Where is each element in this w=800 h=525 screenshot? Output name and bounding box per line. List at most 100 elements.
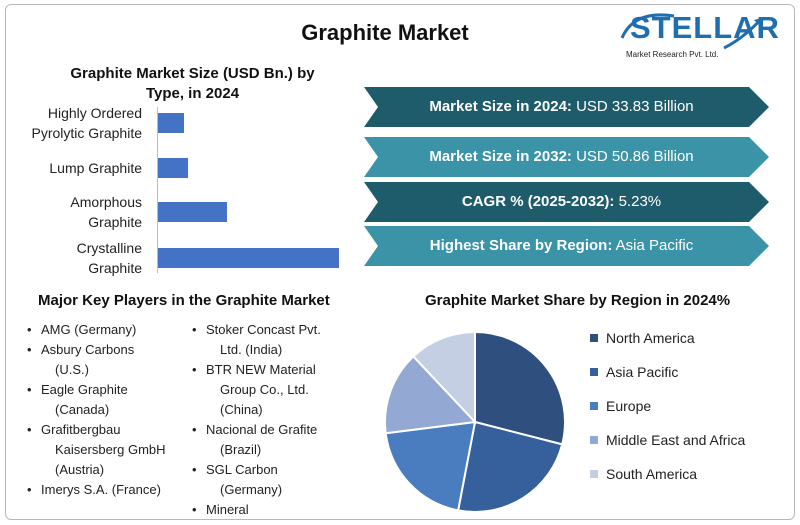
metric-text: Market Size in 2032: USD 50.86 Billion bbox=[364, 137, 759, 177]
key-player-item: • AMG (Germany) bbox=[27, 320, 177, 340]
bar-label-line: Highly Ordered bbox=[47, 105, 142, 121]
bar-chart-title-line1: Graphite Market Size (USD Bn.) by bbox=[70, 65, 315, 82]
metric-arrow-shape bbox=[364, 137, 769, 177]
bar-3 bbox=[158, 248, 340, 268]
bar-0 bbox=[158, 113, 184, 133]
metric-banner-3: Highest Share by Region: Asia Pacific bbox=[364, 226, 769, 266]
legend-item: Europe bbox=[590, 396, 745, 430]
key-player-item: • SGL Carbon (Germany) bbox=[192, 460, 352, 500]
metric-value: Asia Pacific bbox=[612, 237, 694, 254]
bar-label-line: Graphite bbox=[88, 260, 142, 276]
bar-label-line: Crystalline bbox=[76, 240, 142, 256]
key-player-line: Ltd. (India) bbox=[220, 342, 283, 357]
legend-label: Europe bbox=[606, 398, 652, 414]
pie-slice-4 bbox=[411, 330, 476, 425]
key-player-item: • Mineral bbox=[192, 500, 352, 520]
key-player-item: • Asbury Carbons (U.S.) bbox=[27, 340, 177, 380]
bullet-icon: • bbox=[27, 322, 32, 337]
metric-text: CAGR % (2025-2032): 5.23% bbox=[364, 182, 759, 222]
bar-label-line: Amorphous bbox=[70, 194, 142, 210]
metric-label: CAGR % (2025-2032): bbox=[461, 193, 615, 210]
metric-label: Market Size in 2032: bbox=[429, 148, 572, 165]
key-player-line: (Canada) bbox=[55, 402, 110, 417]
key-player-line: (Brazil) bbox=[220, 442, 262, 457]
key-player-item: • BTR NEW Material Group Co., Ltd. (China) bbox=[192, 360, 352, 420]
key-player-line: Eagle Graphite bbox=[41, 382, 128, 397]
key-player-item: • Grafitbergbau Kaisersberg GmbH (Austria) bbox=[27, 420, 177, 480]
key-player-line: Group Co., Ltd. bbox=[220, 382, 309, 397]
key-players-column-1: • AMG (Germany) • Asbury Carbons (U.S.) • Eagl… bbox=[27, 320, 177, 500]
key-player-line: (U.S.) bbox=[55, 362, 89, 377]
key-player-item: • Stoker Concast Pvt. Ltd. (India) bbox=[192, 320, 352, 360]
bar-label-1: Lump Graphite bbox=[2, 158, 142, 178]
metric-label: Highest Share by Region: bbox=[429, 237, 613, 254]
bar-label-line: Lump Graphite bbox=[49, 160, 142, 176]
bar-label-line: Pyrolytic Graphite bbox=[31, 125, 142, 141]
bar-label-3: Crystalline Graphite bbox=[2, 238, 142, 278]
legend-swatch-icon bbox=[590, 402, 598, 410]
logo-subtitle: Market Research Pvt. Ltd. bbox=[626, 50, 719, 59]
legend-item: Asia Pacific bbox=[590, 362, 745, 396]
pie-slice-3 bbox=[384, 354, 478, 435]
key-player-line: Mineral bbox=[206, 502, 249, 517]
metric-banner-1: Market Size in 2032: USD 50.86 Billion bbox=[364, 137, 769, 177]
key-player-line: Stoker Concast Pvt. bbox=[206, 322, 321, 337]
key-player-line: Kaisersberg GmbH bbox=[55, 442, 166, 457]
key-players-title: Major Key Players in the Graphite Market bbox=[38, 292, 330, 309]
metric-label: Market Size in 2024: bbox=[429, 98, 572, 115]
pie-slice-0 bbox=[474, 330, 566, 446]
metric-value: USD 33.83 Billion bbox=[571, 98, 694, 115]
bar-label-line: Graphite bbox=[88, 214, 142, 230]
legend-item: Middle East and Africa bbox=[590, 430, 745, 464]
bar-label-0: Highly Ordered Pyrolytic Graphite bbox=[2, 103, 142, 143]
key-player-line: AMG (Germany) bbox=[41, 322, 137, 337]
bar-chart-title-line2: Type, in 2024 bbox=[145, 85, 240, 102]
bullet-icon: • bbox=[27, 482, 32, 497]
stellar-logo: STELLAR Market Research Pvt. Ltd. bbox=[614, 8, 779, 68]
metric-arrow-shape bbox=[364, 182, 769, 222]
metric-arrow-shape bbox=[364, 87, 769, 127]
legend-label: South America bbox=[606, 466, 698, 482]
logo-text: STELLAR bbox=[630, 10, 780, 45]
key-player-item: • Eagle Graphite (Canada) bbox=[27, 380, 177, 420]
pie-chart bbox=[384, 330, 566, 513]
pie-chart-title: Graphite Market Share by Region in 2024% bbox=[425, 292, 731, 309]
legend-swatch-icon bbox=[590, 368, 598, 376]
metric-value: 5.23% bbox=[614, 193, 662, 210]
bullet-icon: • bbox=[192, 322, 197, 337]
key-player-item: • Nacional de Grafite (Brazil) bbox=[192, 420, 352, 460]
logo-swoosh-icon bbox=[620, 13, 764, 50]
key-player-line: (Germany) bbox=[220, 482, 283, 497]
bar-chart-axis bbox=[157, 107, 158, 273]
metric-banner-0: Market Size in 2024: USD 33.83 Billion bbox=[364, 87, 769, 127]
bar-label-2: Amorphous Graphite bbox=[2, 192, 142, 232]
legend-swatch-icon bbox=[590, 436, 598, 444]
metric-text: Highest Share by Region: Asia Pacific bbox=[364, 226, 759, 266]
legend-label: Middle East and Africa bbox=[606, 432, 746, 448]
key-player-line: Asbury Carbons bbox=[41, 342, 135, 357]
key-player-line: (Austria) bbox=[55, 462, 105, 477]
pie-legend: North America Asia Pacific Europe Middle Ea… bbox=[590, 328, 745, 498]
bullet-icon: • bbox=[27, 382, 32, 397]
key-player-item: • Imerys S.A. (France) bbox=[27, 480, 177, 500]
bullet-icon: • bbox=[192, 362, 197, 377]
bar-1 bbox=[158, 158, 188, 178]
bullet-icon: • bbox=[192, 462, 197, 477]
key-player-line: Nacional de Grafite bbox=[206, 422, 318, 437]
metric-banner-2: CAGR % (2025-2032): 5.23% bbox=[364, 182, 769, 222]
legend-swatch-icon bbox=[590, 470, 598, 478]
metric-text: Market Size in 2024: USD 33.83 Billion bbox=[364, 87, 759, 127]
bullet-icon: • bbox=[192, 422, 197, 437]
metric-value: USD 50.86 Billion bbox=[571, 148, 694, 165]
bullet-icon: • bbox=[27, 422, 32, 437]
bar-chart-title: Graphite Market Size (USD Bn.) by Type, … bbox=[55, 64, 330, 104]
legend-swatch-icon bbox=[590, 334, 598, 342]
legend-item: South America bbox=[590, 464, 745, 498]
key-player-line: Grafitbergbau bbox=[41, 422, 121, 437]
page-title: Graphite Market bbox=[301, 20, 469, 45]
key-player-line: Imerys S.A. (France) bbox=[41, 482, 161, 497]
pie-slice-1 bbox=[456, 420, 564, 513]
bar-2 bbox=[158, 202, 227, 222]
key-player-line: (China) bbox=[220, 402, 263, 417]
bullet-icon: • bbox=[27, 342, 32, 357]
